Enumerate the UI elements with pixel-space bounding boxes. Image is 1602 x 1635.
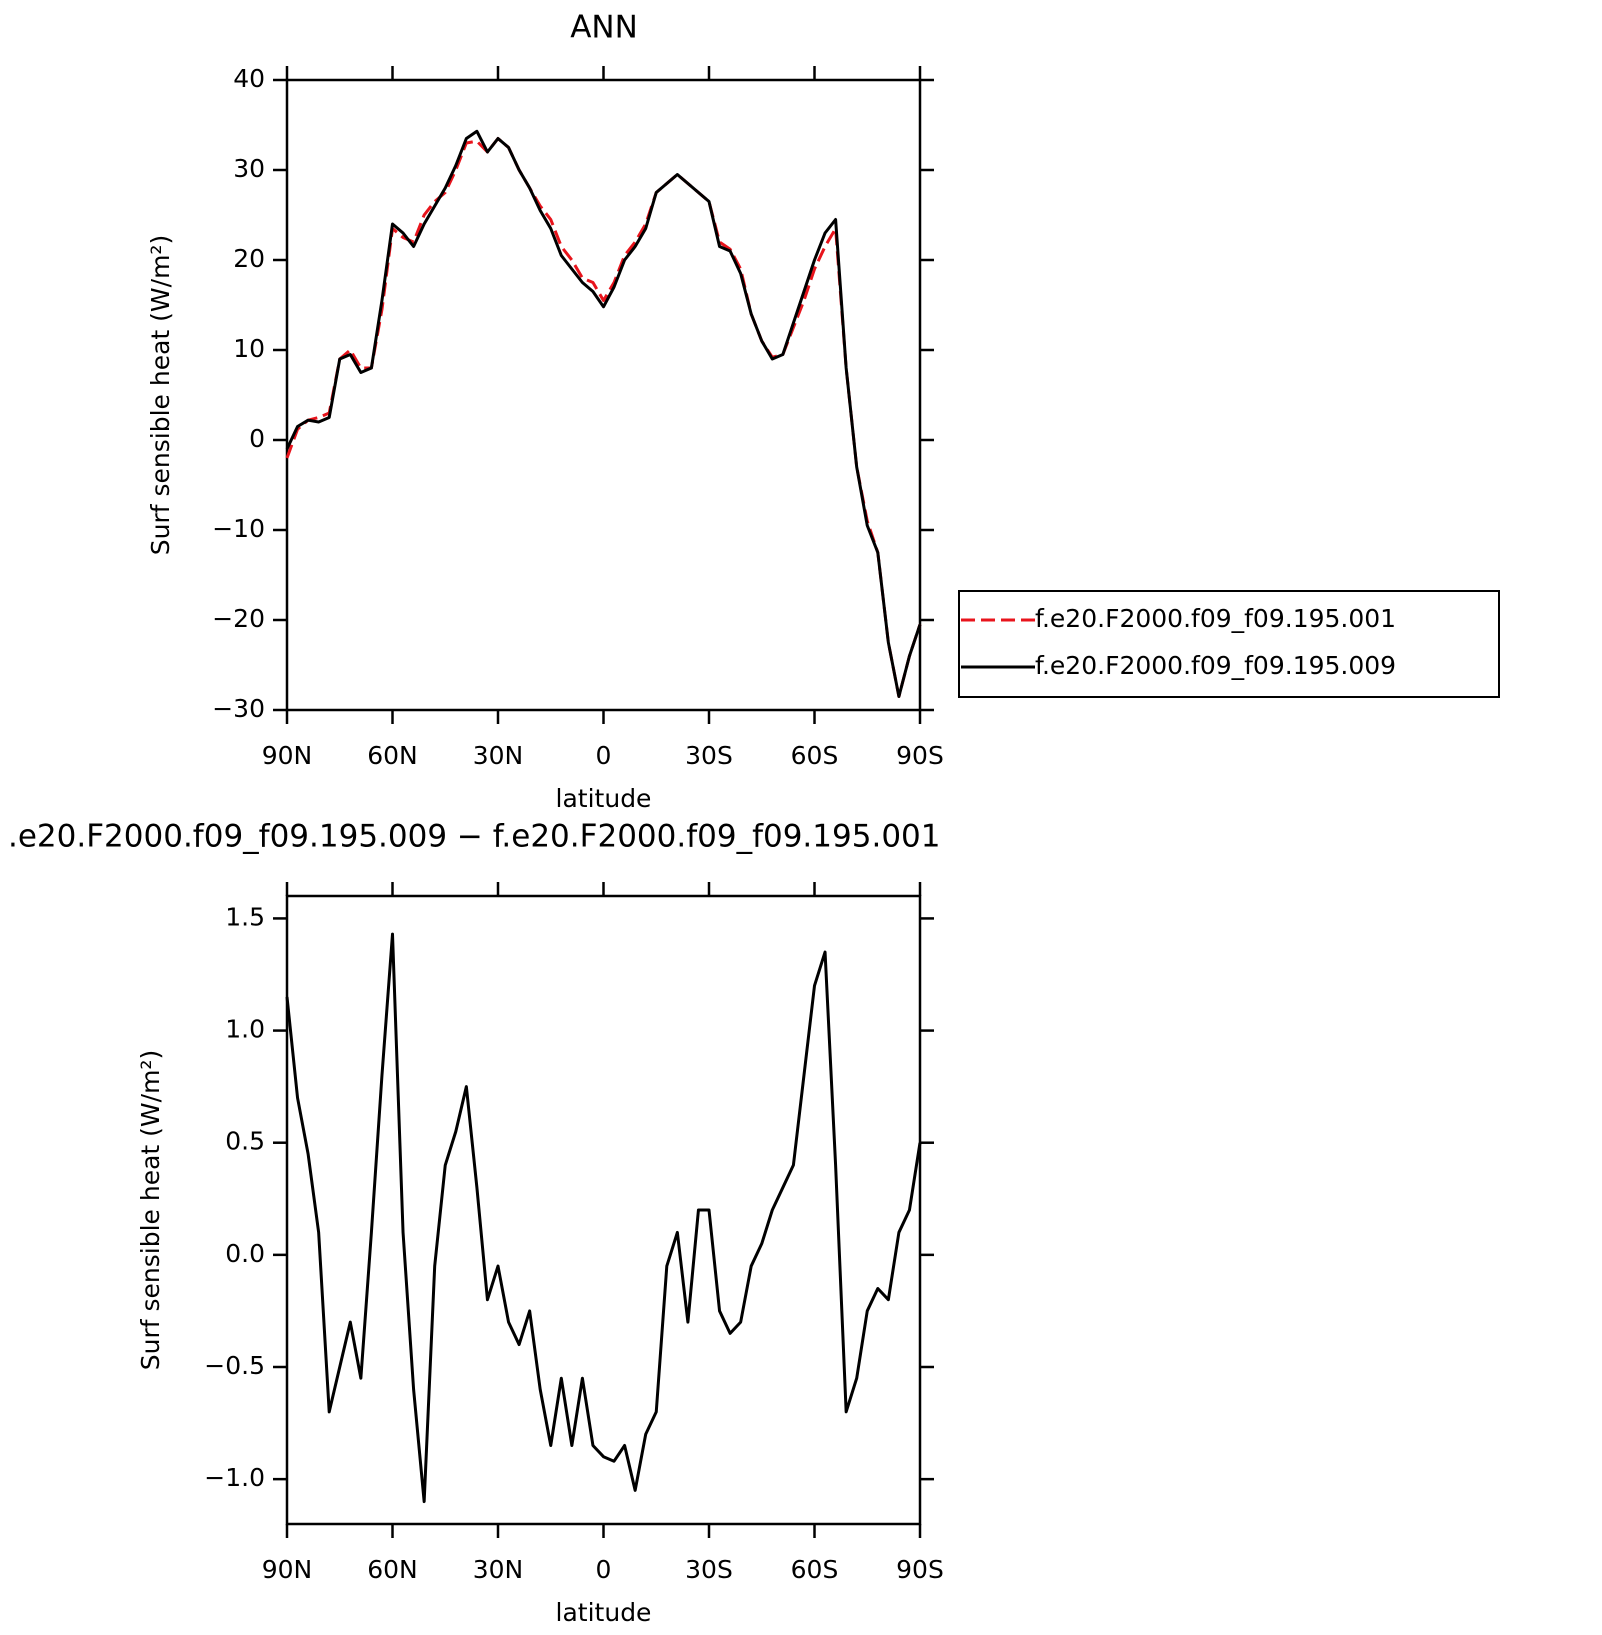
- x-tick-label: 60N: [367, 1555, 418, 1584]
- y-tick-label: 0.0: [225, 1239, 265, 1268]
- plot-frame: [285, 894, 922, 1526]
- y-tick-label: 0: [249, 424, 265, 453]
- x-tick-label: 30S: [685, 741, 733, 770]
- plot-frame: [285, 78, 922, 712]
- x-axis-label: latitude: [556, 1598, 652, 1627]
- x-tick-label: 60S: [791, 1555, 839, 1584]
- x-tick-label: 60N: [367, 741, 418, 770]
- x-axis-label: latitude: [556, 784, 652, 813]
- y-tick-label: 0.5: [225, 1127, 265, 1156]
- legend-box: [958, 590, 1500, 698]
- x-tick-label: 30S: [685, 1555, 733, 1584]
- y-axis-label: Surf sensible heat (W/m²): [146, 235, 175, 555]
- legend-label: f.e20.F2000.f09_f09.195.009: [1035, 651, 1396, 680]
- chart-title: ANN: [570, 10, 638, 46]
- x-tick-label: 90N: [262, 1555, 313, 1584]
- y-tick-label: 1.5: [225, 902, 265, 931]
- legend-label: f.e20.F2000.f09_f09.195.001: [1035, 604, 1396, 633]
- y-tick-label: −30: [212, 694, 265, 723]
- y-tick-label: 10: [233, 334, 265, 363]
- y-axis-label: Surf sensible heat (W/m²): [136, 1050, 165, 1370]
- x-tick-label: 30N: [473, 741, 524, 770]
- y-tick-label: −10: [212, 514, 265, 543]
- x-tick-label: 90N: [262, 741, 313, 770]
- y-tick-label: −0.5: [204, 1351, 265, 1380]
- x-tick-label: 60S: [791, 741, 839, 770]
- x-tick-label: 0: [596, 1555, 612, 1584]
- y-tick-label: 1.0: [225, 1015, 265, 1044]
- chart-title: .e20.F2000.f09_f09.195.009 − f.e20.F2000…: [8, 819, 940, 855]
- y-tick-label: −20: [212, 604, 265, 633]
- x-tick-label: 90S: [896, 1555, 944, 1584]
- x-tick-label: 30N: [473, 1555, 524, 1584]
- y-tick-label: 20: [233, 244, 265, 273]
- x-tick-label: 0: [596, 741, 612, 770]
- data-line: [285, 137, 922, 698]
- data-line: [285, 932, 922, 1504]
- y-tick-label: 40: [233, 64, 265, 93]
- y-tick-label: −1.0: [204, 1463, 265, 1492]
- x-tick-label: 90S: [896, 741, 944, 770]
- y-tick-label: 30: [233, 154, 265, 183]
- data-line: [285, 129, 922, 698]
